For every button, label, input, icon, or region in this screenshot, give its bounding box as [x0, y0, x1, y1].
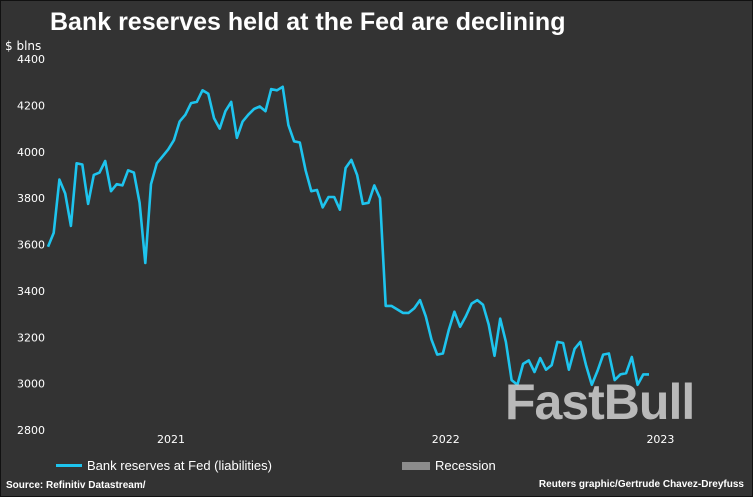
- y-tick-label: 2800: [17, 424, 45, 437]
- y-tick-label: 3600: [17, 239, 45, 252]
- legend-line-swatch: [56, 464, 82, 467]
- legend-box-swatch: [402, 461, 430, 470]
- legend-label: Bank reserves at Fed (liabilities): [87, 458, 272, 473]
- x-tick-label: 2021: [157, 433, 185, 446]
- y-axis-label: $ blns: [5, 39, 42, 53]
- chart-title: Bank reserves held at the Fed are declin…: [50, 8, 566, 36]
- credit-note: Reuters graphic/Gertrude Chavez-Dreyfuss: [538, 479, 744, 490]
- y-tick-label: 3800: [17, 192, 45, 205]
- y-tick-label: 4000: [17, 146, 45, 159]
- x-tick-label: 2023: [646, 433, 674, 446]
- y-tick-label: 3200: [17, 331, 45, 344]
- y-tick-label: 3400: [17, 285, 45, 298]
- watermark-logo: FastBull: [505, 374, 695, 430]
- series-line-bank-reserves: [46, 85, 649, 387]
- y-tick-label: 4400: [17, 53, 45, 66]
- y-tick-label: 4200: [17, 99, 45, 112]
- legend-label: Recession: [435, 458, 496, 473]
- y-tick-label: 3000: [17, 378, 45, 391]
- source-note: Source: Refinitiv Datastream/: [6, 480, 146, 491]
- legend-item-recession: Recession: [402, 458, 496, 473]
- x-tick-label: 2022: [432, 433, 460, 446]
- legend-item-reserves: Bank reserves at Fed (liabilities): [56, 458, 272, 473]
